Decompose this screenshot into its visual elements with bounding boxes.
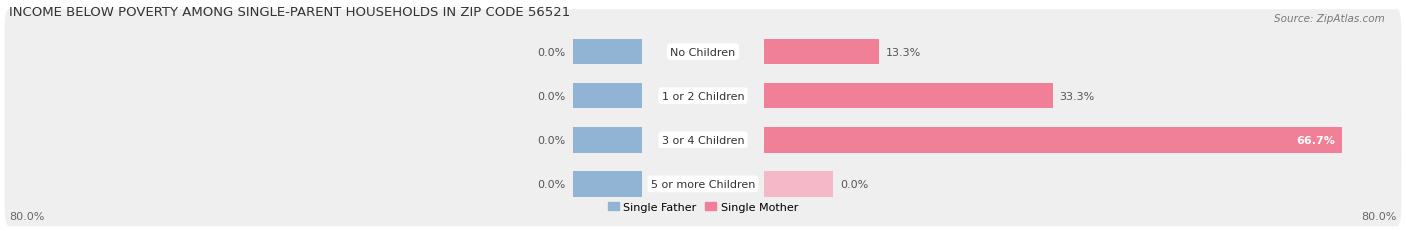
Bar <box>572 128 643 153</box>
Text: 5 or more Children: 5 or more Children <box>651 179 755 189</box>
Bar <box>572 84 643 109</box>
Bar <box>572 171 643 197</box>
Text: 80.0%: 80.0% <box>1361 211 1398 221</box>
Text: No Children: No Children <box>671 47 735 57</box>
Bar <box>763 40 834 65</box>
Text: 0.0%: 0.0% <box>537 47 567 57</box>
FancyBboxPatch shape <box>4 54 1402 138</box>
Text: 33.3%: 33.3% <box>1060 91 1095 101</box>
Text: 66.7%: 66.7% <box>1296 135 1336 145</box>
Text: 3 or 4 Children: 3 or 4 Children <box>662 135 744 145</box>
Text: 0.0%: 0.0% <box>537 179 567 189</box>
Text: 80.0%: 80.0% <box>8 211 45 221</box>
Text: Source: ZipAtlas.com: Source: ZipAtlas.com <box>1274 14 1385 24</box>
Bar <box>763 84 834 109</box>
FancyBboxPatch shape <box>4 10 1402 94</box>
Bar <box>763 40 879 65</box>
Text: 0.0%: 0.0% <box>537 135 567 145</box>
Text: 1 or 2 Children: 1 or 2 Children <box>662 91 744 101</box>
FancyBboxPatch shape <box>4 142 1402 226</box>
Text: INCOME BELOW POVERTY AMONG SINGLE-PARENT HOUSEHOLDS IN ZIP CODE 56521: INCOME BELOW POVERTY AMONG SINGLE-PARENT… <box>8 6 571 18</box>
FancyBboxPatch shape <box>4 98 1402 182</box>
Bar <box>763 171 834 197</box>
Bar <box>763 128 834 153</box>
Text: 0.0%: 0.0% <box>537 91 567 101</box>
Text: 13.3%: 13.3% <box>886 47 921 57</box>
Bar <box>572 40 643 65</box>
Text: 0.0%: 0.0% <box>839 179 869 189</box>
Bar <box>763 84 1053 109</box>
Legend: Single Father, Single Mother: Single Father, Single Mother <box>603 198 803 216</box>
Bar <box>763 128 1343 153</box>
